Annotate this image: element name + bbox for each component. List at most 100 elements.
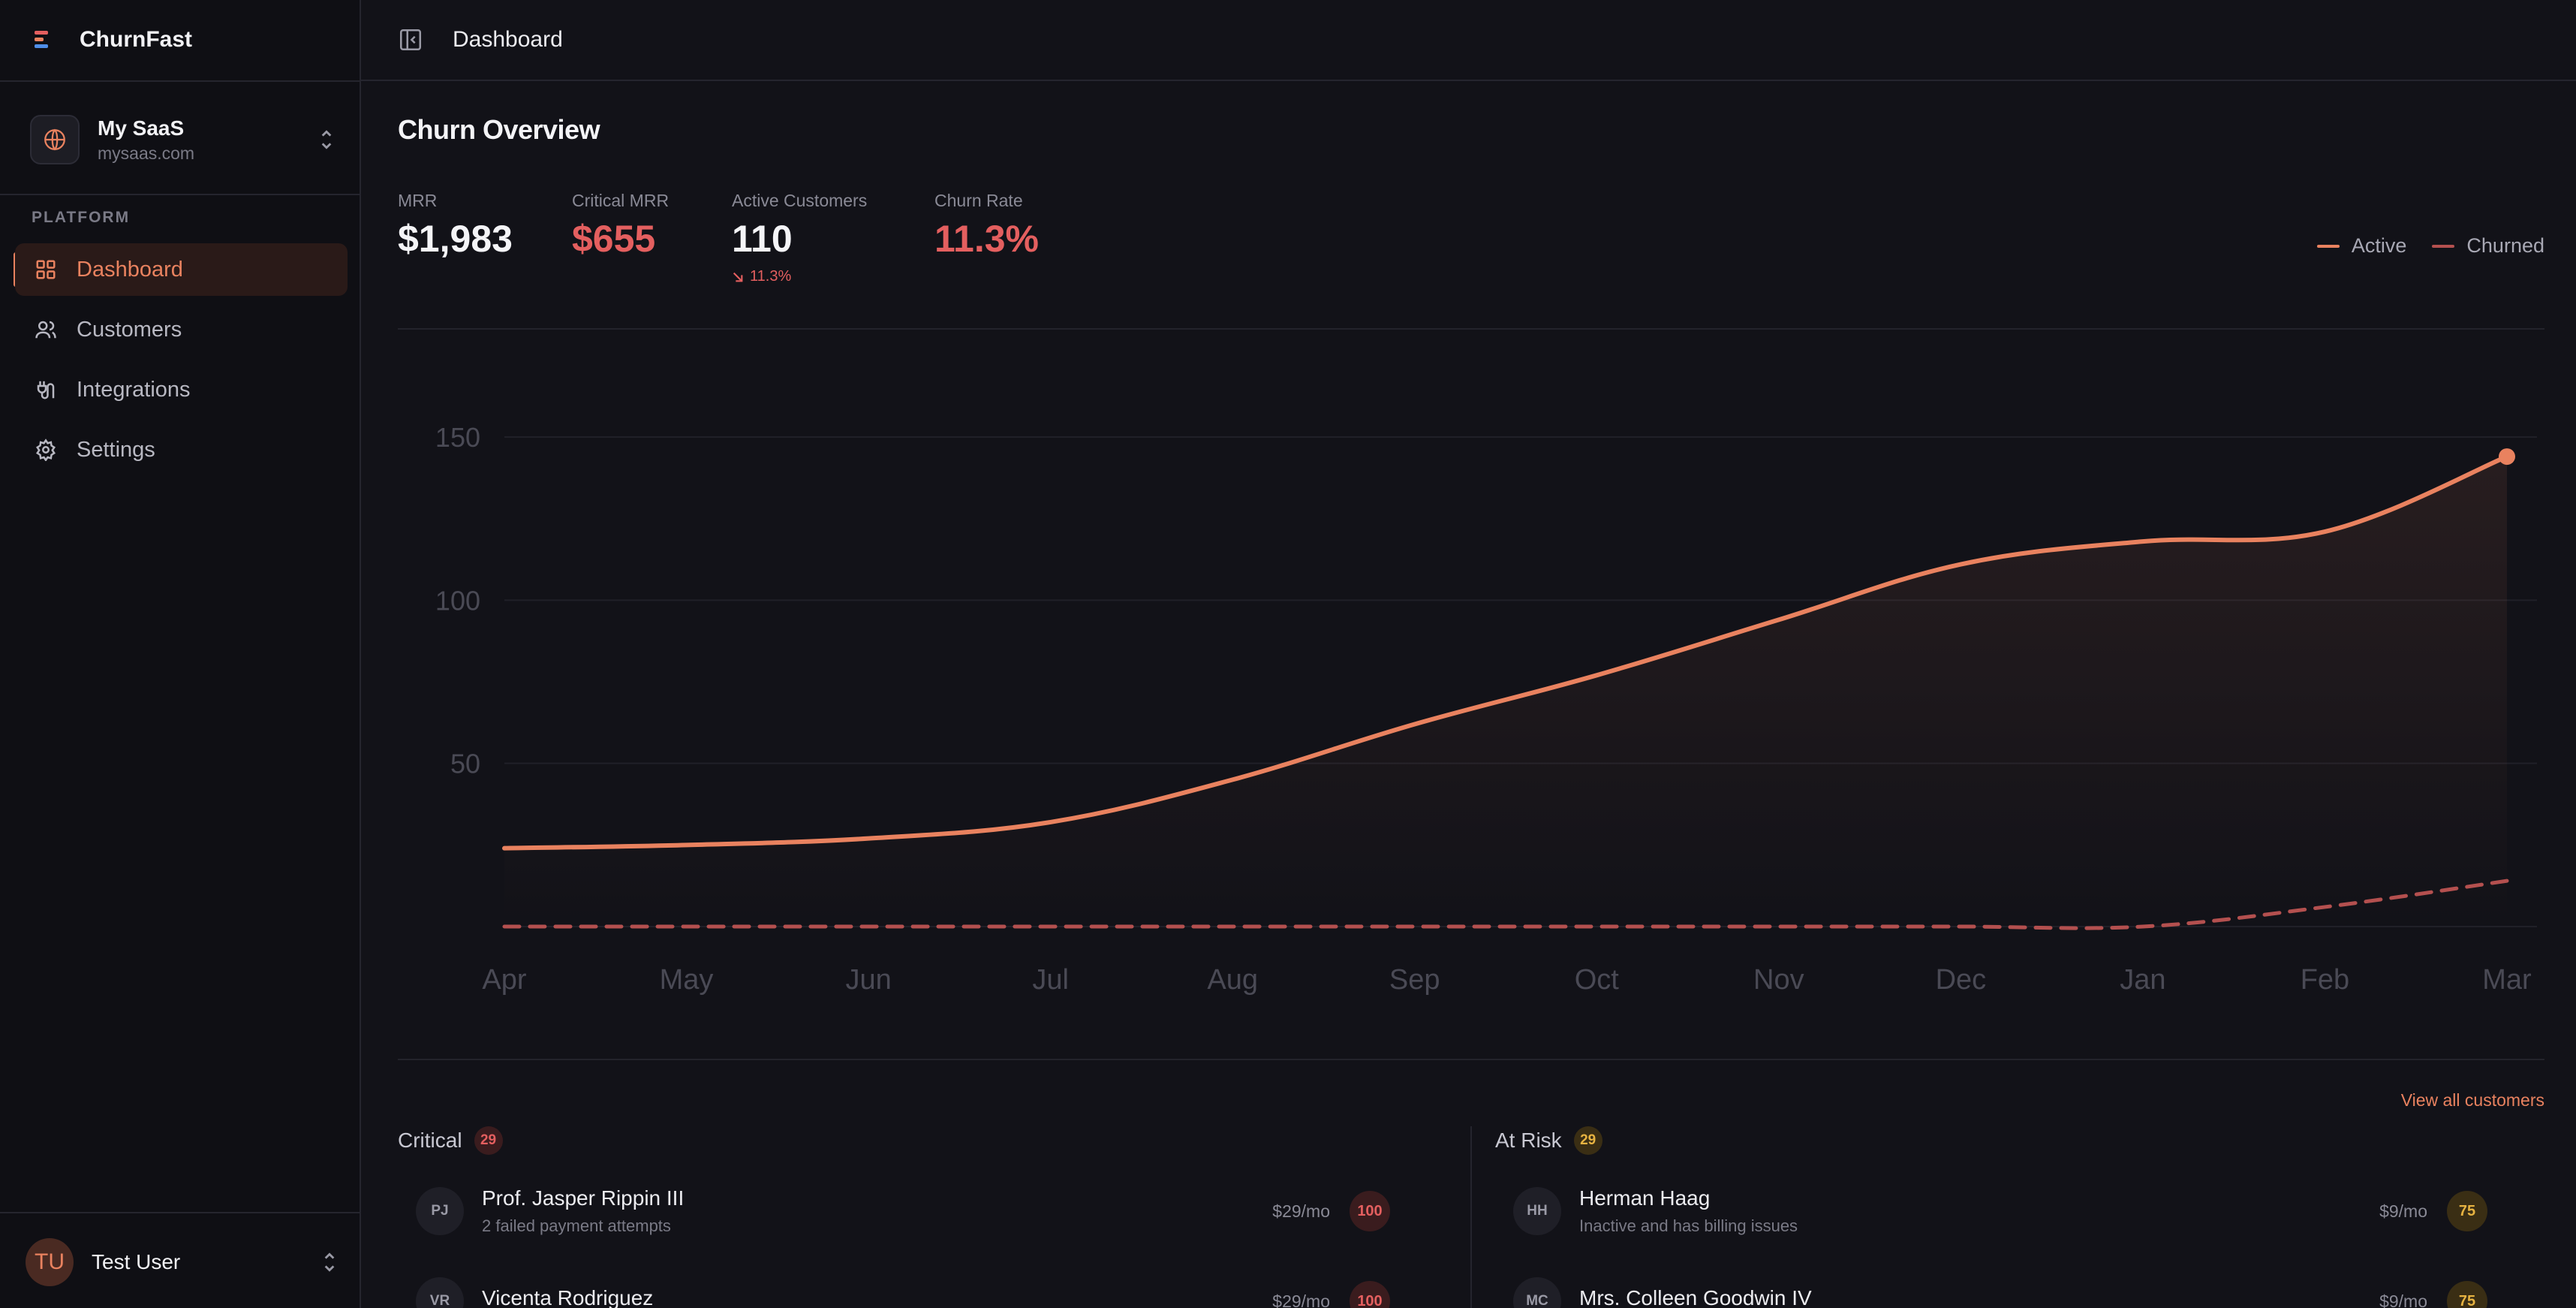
plug-icon [33,377,59,402]
grid-icon [33,257,59,282]
y-tick-label: 150 [435,422,480,453]
section-label: PLATFORM [32,209,131,226]
user-name: Test User [92,1250,181,1273]
customer-reason: Inactive and has billing issues [1579,1216,1798,1235]
customer-name: Vicenta Rodriguez [482,1286,654,1308]
stat-value: $655 [572,218,656,260]
view-all-customers-link[interactable]: View all customers [2400,1090,2544,1110]
divider [0,80,361,82]
divider [398,1059,2544,1060]
stat-churn-rate: Churn Rate 11.3% [934,191,1039,261]
user-menu[interactable]: TU Test User [26,1237,341,1287]
gear-icon [33,437,59,463]
risk-score-badge: 100 [1350,1191,1390,1231]
x-tick-label: Sep [1389,964,1440,996]
churn-chart: 50 100 150 Apr May Jun Jul Aug Sep Oct Nov Dec Jan Fe… [398,328,2544,1061]
x-tick-label: Apr [482,964,526,996]
customer-reason: 2 failed payment attempts [482,1216,671,1235]
sidebar-toggle-icon[interactable] [396,25,426,55]
x-tick-label: Jun [845,964,891,996]
stat-label: Critical MRR [572,191,670,210]
x-tick-label: Aug [1207,964,1258,996]
customer-mrr: $9/mo [2379,1201,2427,1221]
users-icon [33,317,59,342]
count-badge: 29 [474,1126,503,1155]
x-tick-label: Feb [2301,964,2349,996]
y-tick-label: 50 [450,749,480,779]
stat-value: 110 [732,218,793,260]
divider [0,194,361,195]
sidebar-item-settings[interactable]: Settings [15,423,348,476]
customer-row[interactable]: MC Mrs. Colleen Goodwin IV $9/mo 75 [1513,1267,2487,1308]
panel-title: Critical [398,1129,462,1152]
divider [398,328,2544,330]
risk-score-badge: 75 [2447,1281,2487,1308]
sidebar-item-label: Customers [77,317,182,342]
x-tick-label: Jan [2120,964,2165,996]
panel-at-risk-header: At Risk 29 [1495,1126,1602,1155]
topbar: Dashboard [361,0,2576,81]
legend-item-churned[interactable]: Churned [2432,234,2544,258]
customer-row[interactable]: PJ Prof. Jasper Rippin III 2 failed paym… [416,1177,1390,1245]
avatar: TU [26,1238,74,1286]
series-line-churned [502,879,2509,930]
legend-swatch [2432,244,2455,248]
count-badge: 29 [1573,1126,1602,1155]
sidebar-item-label: Dashboard [77,257,183,282]
panel-title: At Risk [1495,1129,1562,1152]
customer-name: Herman Haag [1579,1186,1711,1210]
chevrons-up-down-icon [315,125,338,155]
panel-divider [1470,1126,1472,1308]
stat-label: Churn Rate [934,191,1023,210]
app-name: ChurnFast [80,27,192,52]
x-tick-label: Nov [1753,964,1804,996]
stat-active-customers: Active Customers 110 11.3% [732,191,867,285]
stat-label: Active Customers [732,191,868,210]
workspace-name: My SaaS [98,116,185,140]
series-line-active [502,454,2509,851]
stat-value: 11.3% [934,218,1040,260]
divider [0,1212,361,1213]
customer-row[interactable]: VR Vicenta Rodriguez $29/mo 100 [416,1267,1390,1308]
stat-value: $1,983 [398,218,513,260]
series-area-active [504,457,2507,927]
sidebar-item-label: Settings [77,437,155,462]
customer-name: Mrs. Colleen Goodwin IV [1579,1286,1812,1308]
brand[interactable]: ChurnFast [30,23,192,57]
page-title: Churn Overview [398,114,600,145]
customer-mrr: $29/mo [1272,1291,1330,1308]
customer-name: Prof. Jasper Rippin III [482,1186,685,1210]
customer-mrr: $29/mo [1272,1201,1330,1221]
sidebar-item-dashboard[interactable]: Dashboard [15,243,348,296]
customer-row[interactable]: HH Herman Haag Inactive and has billing … [1513,1177,2487,1245]
sidebar-item-label: Integrations [77,377,191,402]
sidebar: ChurnFast My SaaS mysaas.com PLATFORM Da… [0,0,361,1308]
x-tick-label: May [660,964,714,996]
workspace-domain: mysaas.com [98,143,195,163]
breadcrumb: Dashboard [453,27,563,52]
y-tick-label: 100 [435,585,480,616]
sidebar-item-integrations[interactable]: Integrations [15,363,348,416]
stat-critical-mrr: Critical MRR $655 [572,191,669,261]
stat-delta: 11.3% [732,268,867,285]
customer-mrr: $9/mo [2379,1291,2427,1308]
arrow-down-right-icon [733,272,743,282]
logo-icon [30,26,53,53]
panel-critical-header: Critical 29 [398,1126,503,1155]
chart-legend: Active Churned [2292,234,2544,258]
stat-delta-value: 11.3% [750,268,792,285]
legend-item-active[interactable]: Active [2316,234,2406,258]
avatar: HH [1513,1187,1561,1235]
workspace-switcher[interactable]: My SaaS mysaas.com [30,113,338,167]
avatar: VR [416,1277,464,1308]
stat-label: MRR [398,191,438,210]
legend-swatch [2316,244,2340,248]
x-tick-label: Mar [2482,964,2532,996]
chart-svg: 50 100 150 Apr May Jun Jul Aug Sep Oct Nov Dec Jan Fe… [435,422,2537,996]
legend-label: Churned [2466,234,2544,257]
data-point-active-last [2499,448,2515,466]
x-tick-label: Dec [1936,964,1987,996]
x-tick-label: Jul [1032,964,1069,996]
x-tick-label: Oct [1575,964,1620,996]
sidebar-item-customers[interactable]: Customers [15,303,348,356]
